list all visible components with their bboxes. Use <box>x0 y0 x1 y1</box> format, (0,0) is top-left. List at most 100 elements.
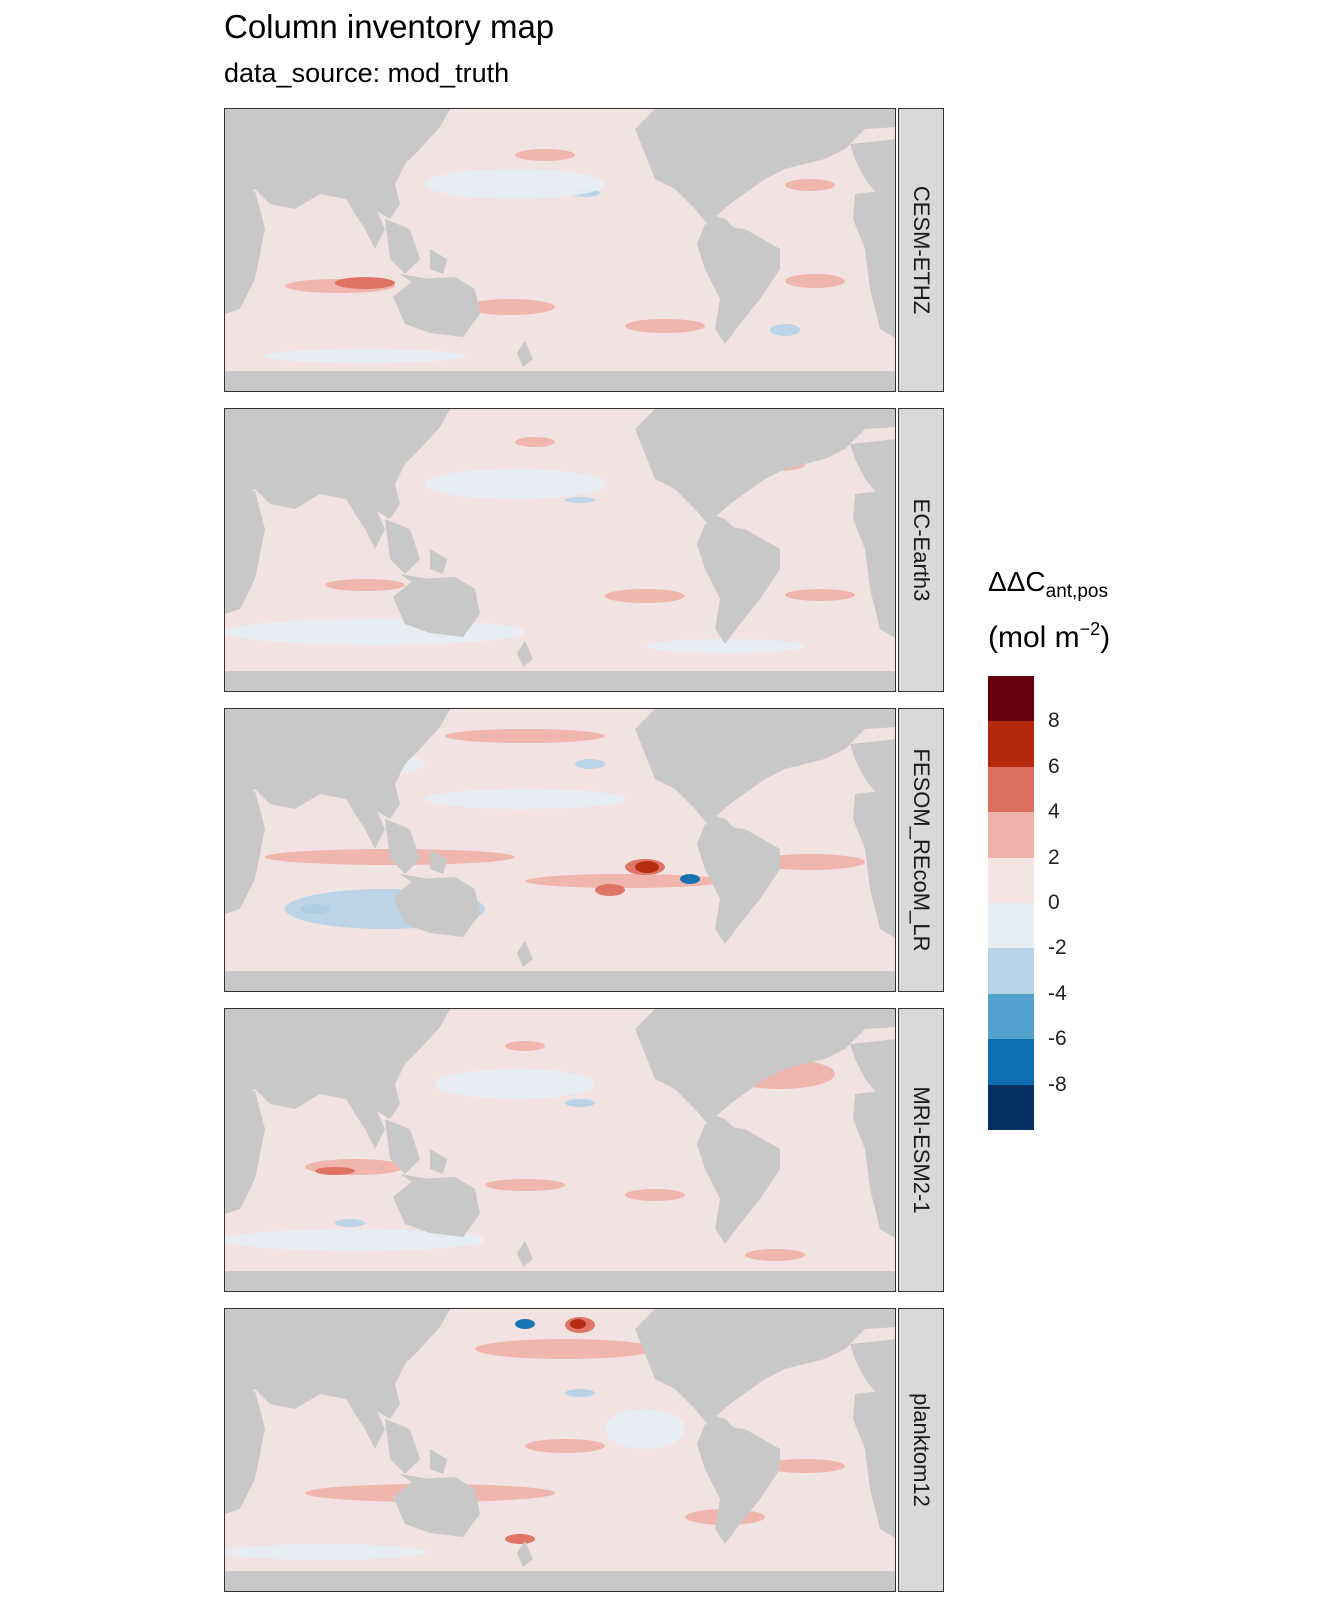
panel-planktom12: planktom12 <box>224 1308 944 1592</box>
anomaly-patch <box>525 1439 605 1453</box>
panel-ec-earth3: EC-Earth3 <box>224 408 944 692</box>
land-mass <box>517 1541 533 1567</box>
anomaly-patch <box>225 1229 485 1251</box>
facet-label: FESOM_REcoM_LR <box>909 748 934 952</box>
land-mass <box>225 671 895 691</box>
legend-title: ΔΔCant,pos <box>988 566 1108 602</box>
land-mass <box>385 519 420 574</box>
land-mass <box>517 341 533 367</box>
anomaly-patch <box>745 1249 805 1261</box>
anomaly-patch <box>265 349 465 363</box>
land-mass <box>225 971 895 991</box>
land-mass <box>850 1039 895 1097</box>
land-mass <box>345 797 385 849</box>
land-mass <box>697 524 780 644</box>
land-mass <box>697 1124 780 1244</box>
map-panel <box>224 708 896 992</box>
legend-bin <box>988 676 1034 722</box>
land-mass <box>430 849 447 874</box>
anomaly-patch <box>565 497 595 503</box>
legend-colorbar <box>988 676 1034 1130</box>
legend-tick-label: 0 <box>1048 891 1060 914</box>
land-mass <box>430 1449 447 1474</box>
chart-subtitle: data_source: mod_truth <box>224 58 510 88</box>
legend-unit: (mol m−2) <box>988 619 1111 654</box>
anomaly-patch <box>625 1189 685 1201</box>
legend-tick-label: 4 <box>1048 800 1060 824</box>
facet-strip: FESOM_REcoM_LR <box>898 708 944 992</box>
map-panel <box>224 1308 896 1592</box>
land-mass <box>517 941 533 967</box>
anomaly-patch <box>475 1339 655 1359</box>
land-mass <box>853 1389 895 1538</box>
land-mass <box>385 1119 420 1174</box>
land-mass <box>800 109 865 139</box>
anomaly-patch <box>785 589 855 601</box>
map-panel <box>224 408 896 692</box>
anomaly-patch <box>505 1534 535 1544</box>
land-mass <box>225 109 450 219</box>
legend-tick <box>1034 903 1040 904</box>
panel-cesm-ethz: CESM-ETHZ <box>224 108 944 392</box>
legend-tick-label: 2 <box>1048 845 1060 869</box>
anomaly-patch <box>505 1041 545 1051</box>
land-mass <box>225 1571 895 1591</box>
anomaly-patch <box>425 469 605 499</box>
legend-bin <box>988 902 1034 949</box>
legend-tick-label: 6 <box>1048 754 1060 778</box>
land-mass <box>225 491 265 614</box>
land-mass <box>345 1097 385 1149</box>
legend-tick <box>1034 948 1040 950</box>
land-mass <box>225 791 265 914</box>
land-mass <box>850 139 895 197</box>
land-mass <box>430 249 447 274</box>
land-mass <box>393 877 480 937</box>
facet-strip: EC-Earth3 <box>898 408 944 692</box>
world-map <box>225 1009 895 1291</box>
land-mass <box>697 824 780 944</box>
anomaly-patch <box>335 277 395 289</box>
anomaly-patch <box>765 1459 845 1473</box>
map-panel <box>224 1008 896 1292</box>
anomaly-patch <box>445 729 605 743</box>
anomaly-patch <box>335 1219 365 1227</box>
anomaly-patch <box>680 874 700 884</box>
land-mass <box>800 709 865 739</box>
land-mass <box>800 1009 865 1039</box>
land-mass <box>345 197 385 249</box>
facet-label: EC-Earth3 <box>909 498 934 602</box>
map-panel <box>224 108 896 392</box>
anomaly-patch <box>485 1179 565 1191</box>
land-mass <box>430 549 447 574</box>
facet-strip: CESM-ETHZ <box>898 108 944 392</box>
anomaly-patch <box>225 619 525 645</box>
anomaly-patch <box>515 437 555 447</box>
anomaly-patch <box>225 1544 425 1560</box>
legend-tick <box>1034 812 1040 814</box>
land-mass <box>697 1424 780 1544</box>
land-mass <box>697 224 780 344</box>
anomaly-patch <box>565 1389 595 1397</box>
anomaly-patch <box>595 884 625 896</box>
anomaly-patch <box>785 179 835 191</box>
land-mass <box>393 1177 480 1237</box>
anomaly-patch <box>425 169 605 199</box>
facet-strip: MRI-ESM2-1 <box>898 1008 944 1292</box>
world-map <box>225 709 895 991</box>
legend-bin <box>988 721 1034 767</box>
legend-tick-label: -6 <box>1048 1027 1067 1051</box>
world-map <box>225 409 895 691</box>
facet-label: planktom12 <box>909 1393 934 1507</box>
land-mass <box>853 489 895 638</box>
land-mass <box>850 1339 895 1397</box>
land-mass <box>800 409 865 439</box>
land-mass <box>225 1309 450 1419</box>
legend-tick <box>1034 721 1040 723</box>
legend-tick-label: -8 <box>1048 1072 1067 1096</box>
land-mass <box>517 641 533 667</box>
anomaly-patch <box>645 639 805 653</box>
anomaly-patch <box>605 1409 685 1449</box>
facet-label: CESM-ETHZ <box>909 185 934 315</box>
legend-tick <box>1034 1039 1040 1041</box>
legend-tick-label: -4 <box>1048 981 1067 1005</box>
